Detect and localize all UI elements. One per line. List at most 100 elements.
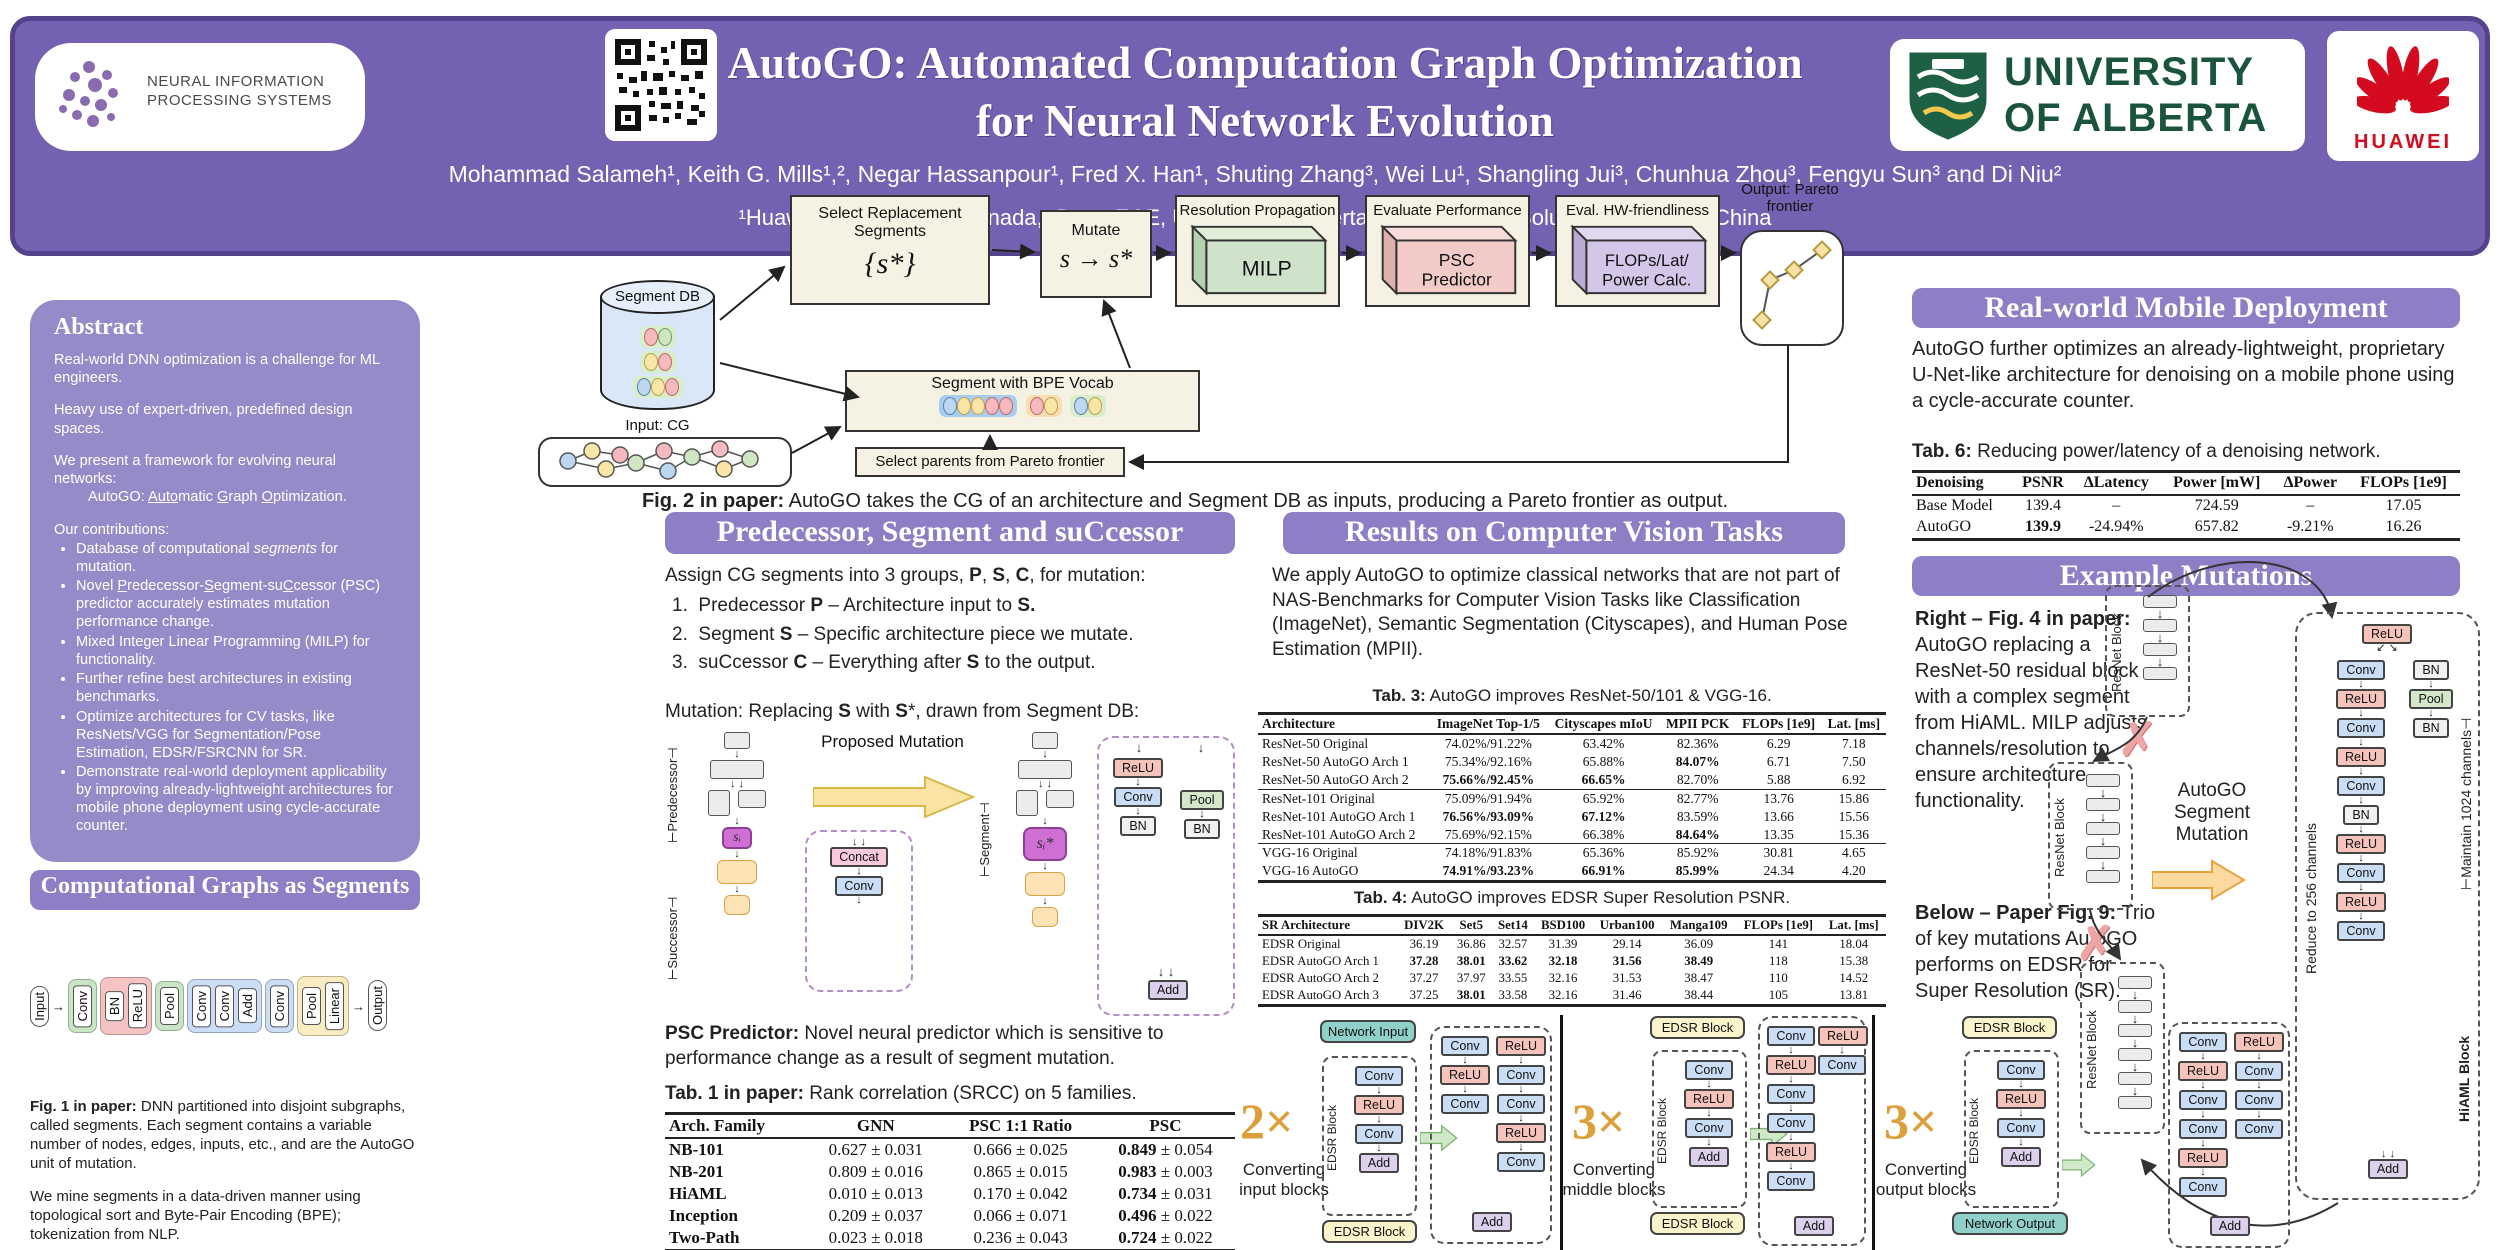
graph-node: Conv [2179, 1119, 2227, 1139]
down-arrow-icon: ↓ [2428, 678, 2434, 690]
graph-node: Conv [1767, 1026, 1815, 1046]
table-cell: 38.49 [1684, 954, 1714, 969]
table-cell: 0.983 ± 0.003 [1118, 1162, 1213, 1182]
panel1-chain: Conv ↓ ReLU ↓ Conv ↓ Add [1346, 1066, 1412, 1173]
fig1-segment-group: Conv [68, 978, 97, 1034]
psc-mutation-line: Mutation: Replacing S with S*, drawn fro… [665, 701, 1140, 722]
down-arrow-icon: ↓ [1518, 1054, 1524, 1066]
table-header-cell: PSC [1149, 1116, 1182, 1135]
table-row: HiAML 0.010 ± 0.013 0.170 ± 0.042 0.734 ± 0… [665, 1183, 1235, 1205]
graph-node: Conv [1685, 1060, 1733, 1080]
table-cell: 75.69%/92.15% [1444, 826, 1532, 842]
table-cell: 5.88 [1766, 771, 1791, 787]
table-cell: Inception [669, 1206, 738, 1226]
graph-node: ReLU [1496, 1036, 1546, 1056]
table-header-cell: Set5 [1459, 918, 1483, 932]
bpe-vocab-box: Segment with BPE Vocab [845, 370, 1200, 432]
table-row: ResNet-50 Original 74.02%/91.22% 63.42% 82.… [1258, 734, 1886, 753]
qr-code [605, 29, 717, 141]
down-arrow-icon: ↓ [1518, 1083, 1524, 1095]
table-cell: 15.56 [1838, 808, 1870, 824]
down-arrow-icon: ↓ [1706, 1078, 1712, 1090]
resnet-mini-chain: ↓ ↓ ↓ [2137, 595, 2183, 680]
deployment-text: AutoGO further optimizes an already-ligh… [1912, 338, 2455, 412]
fig1-node: Conv [270, 984, 289, 1028]
down-arrow-icon: ↓ [2256, 1079, 2262, 1091]
table-header-cell: Urban100 [1599, 918, 1655, 932]
graph-node: BN [1184, 819, 1220, 839]
table-cell: 33.55 [1498, 971, 1528, 986]
table-cell: 14.52 [1839, 971, 1869, 986]
down-arrow-icon: ↓ [1706, 1136, 1712, 1148]
panel3-result-box: Conv ↓ ReLU ↓ Conv ↓ Conv ↓ ReLU ↓ Conv ReLU ↓ Conv ↓… [2168, 1022, 2290, 1248]
table-cell: 17.05 [2385, 496, 2422, 514]
cg-section-banner: Computational Graphs as Segments [30, 870, 420, 910]
down-arrow-icon: ↓ [1788, 1102, 1794, 1114]
table-cell: NB-101 [669, 1140, 724, 1160]
resnet-block-a: ResNet Block ↓ ↓ ↓ [2105, 585, 2190, 717]
authors-line: Mohammad Salameh¹, Keith G. Mills¹,², Ne… [448, 161, 2062, 187]
graph-node: ReLU [1354, 1095, 1404, 1115]
down-arrow-icon: ↓ [2358, 765, 2364, 777]
table-header-cell: FLOPs [1e9] [2360, 474, 2447, 491]
graph-node: Add [1688, 1147, 1730, 1167]
table-header-cell: FLOPs [1e9] [1743, 918, 1814, 932]
table-cell: Two-Path [669, 1228, 740, 1248]
graph-node: ReLU [2336, 892, 2386, 912]
table-row: Base Model 139.4 – 724.59 – 17.05 [1912, 495, 2460, 517]
proposed-mutation-arrow-icon [813, 775, 976, 819]
ualberta-logo-box: UNIVERSITY OF ALBERTA [1890, 39, 2305, 151]
down-arrow-icon: ↓ [2358, 707, 2364, 719]
graph-node: ReLU [2178, 1061, 2228, 1081]
psc-item-3: 3. suCcessor C – Everything after S to t… [672, 652, 1096, 674]
fig2-caption: Fig. 2 in paper: AutoGO takes the CG of … [641, 490, 1729, 512]
ualberta-shield-icon [1909, 52, 1987, 140]
graph-node: Conv [1997, 1118, 2045, 1138]
resnet-mini-chain: ↓ ↓ ↓ ↓ [2080, 774, 2126, 883]
panel3-result-add: Add [2202, 1216, 2258, 1236]
neurips-logo-box: NEURAL INFORMATION PROCESSING SYSTEMS [35, 43, 365, 151]
data-table: Architecture ImageNet Top-1/5 Cityscapes m… [1258, 712, 1886, 883]
svg-text:PSC: PSC [1438, 250, 1474, 270]
graph-node: Conv [1114, 787, 1162, 807]
down-arrow-icon: ↓ [1788, 1044, 1794, 1056]
down-arrow-icon: ↓ [2256, 1108, 2262, 1120]
down-arrow-icon: ↓ [2428, 707, 2434, 719]
table-cell: 139.4 [2024, 496, 2061, 514]
mining-paragraph: We mine segments in a data-driven manner… [30, 1188, 361, 1243]
graph-node: Conv [835, 876, 883, 896]
graph-node: ReLU [2234, 1032, 2284, 1052]
graph-node: Pool [1180, 790, 1224, 810]
table-cell: -24.94% [2088, 517, 2144, 535]
table-cell: 7.18 [1842, 735, 1866, 751]
table-row: ResNet-101 AutoGO Arch 1 76.56%/93.09% 67.… [1258, 808, 1886, 826]
strip-separator [1872, 1015, 1875, 1250]
ualberta-line1: UNIVERSITY [2004, 50, 2255, 94]
resnet-block-b: ResNet Block ↓ ↓ ↓ ↓ [2048, 762, 2133, 910]
panel3-bottom-pill: Network Output [1952, 1212, 2068, 1235]
graph-node: Conv [1497, 1094, 1545, 1114]
list-item: Novel Predecessor-Segment-suCcessor (PSC… [76, 578, 396, 631]
table-cell: 75.09%/91.94% [1444, 790, 1532, 806]
fig1-segment-group: Conv [265, 978, 294, 1034]
psc-section-banner: Predecessor, Segment and suCcessor [665, 512, 1235, 554]
table-cell: 18.04 [1839, 937, 1869, 952]
bpe-vocab-label: Segment with BPE Vocab [931, 375, 1114, 392]
milp-stage-box: Resolution Propagation MILP [1175, 195, 1340, 307]
graph-node: BN [2413, 660, 2449, 680]
table-cell: 15.38 [1839, 954, 1869, 969]
graph-node: Conv [2179, 1177, 2227, 1197]
panel3-edsr-box: EDSR Block Conv ↓ ReLU ↓ Conv ↓ Add [1964, 1050, 2059, 1208]
table-cell: Base Model [1916, 496, 1993, 514]
down-arrow-icon: ↓ [2358, 823, 2364, 835]
neurips-line1: NEURAL INFORMATION [147, 73, 325, 90]
table-header-cell: Arch. Family [669, 1116, 766, 1135]
panel1-result-right: ReLU ↓ Conv ↓ Conv ↓ ReLU ↓ Conv [1494, 1036, 1548, 1172]
hw-stage-box: Eval. HW-friendliness FLOPs/Lat/ Power C… [1555, 195, 1720, 307]
segment-detail-chain-1: Concat ↓ Conv [807, 847, 911, 896]
abstract-p2: Heavy use of expert-driven, predefined d… [54, 402, 353, 437]
table-cell: 13.66 [1763, 808, 1794, 824]
graph-node: Conv [1497, 1065, 1545, 1085]
table-cell: EDSR AutoGO Arch 3 [1262, 988, 1379, 1003]
table-header-cell: PSC 1:1 Ratio [969, 1116, 1073, 1135]
